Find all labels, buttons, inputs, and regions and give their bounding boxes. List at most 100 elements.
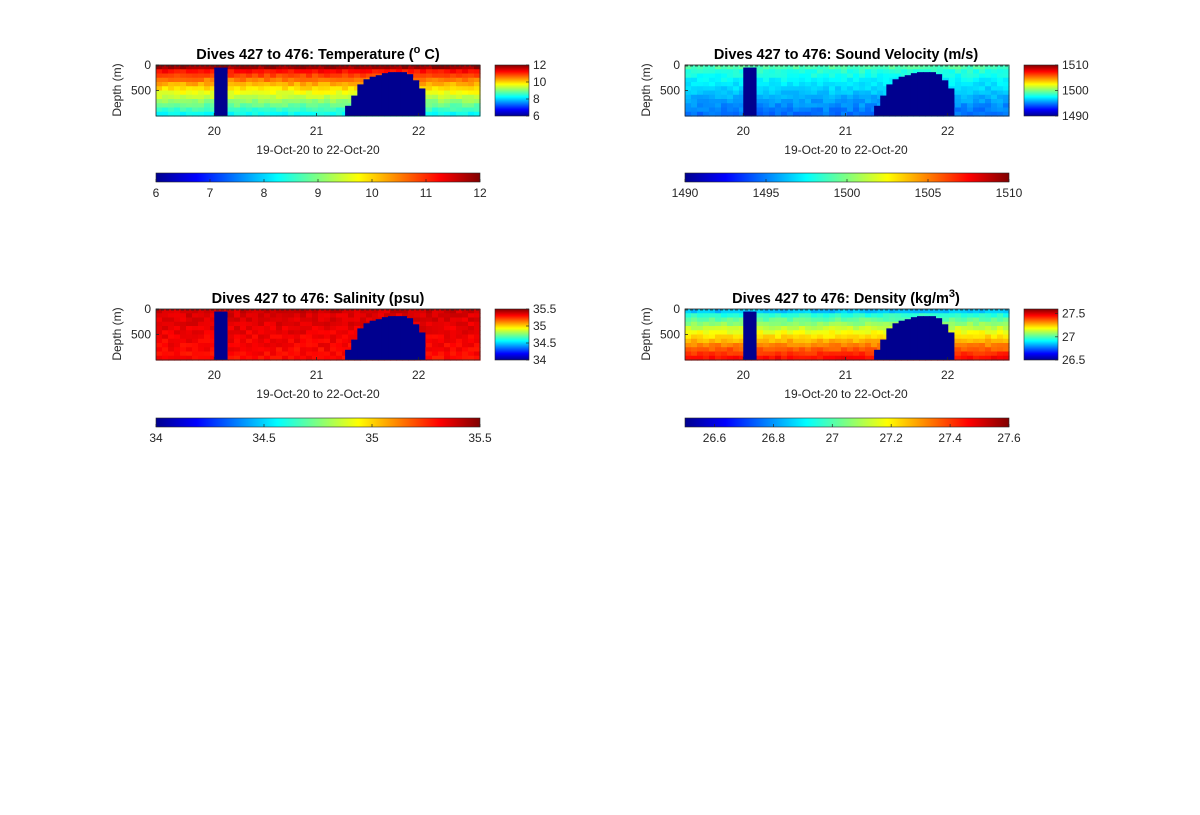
heatmap-cell [288,313,295,319]
heatmap-cell [859,317,866,323]
heatmap-cell [450,107,457,113]
x-axis-label: 19-Oct-20 to 22-Oct-20 [256,387,380,401]
heatmap-cell [835,343,842,348]
heatmap-cell [180,326,187,331]
heatmap-cell [943,317,950,323]
heatmap-cell [871,103,878,109]
heatmap-cell [360,313,367,319]
heatmap-cell [871,326,878,331]
heatmap-cell [318,86,325,92]
heatmap-cell [174,321,181,327]
heatmap-cell [859,355,866,361]
heatmap-cell [432,65,439,70]
heatmap-cell [426,73,433,79]
heatmap-cell [204,330,211,336]
heatmap-cell [444,94,451,100]
heatmap-cell [426,338,433,344]
heatmap-cell [859,343,866,348]
heatmap-cell [715,73,722,79]
heatmap-cell [426,82,433,87]
heatmap-cell [817,326,824,331]
heatmap-cell [342,330,349,336]
heatmap-cell [763,317,770,323]
heatmap-cell [468,107,475,113]
heatmap-cell [781,351,788,357]
colorbar-tick-label: 27 [826,431,840,445]
heatmap-cell [685,77,692,83]
heatmap-cell [312,65,319,70]
heatmap-cell [306,338,313,344]
heatmap-cell [793,334,800,340]
heatmap-cell [919,69,926,75]
heatmap-cell [865,309,872,314]
heatmap-cell [985,326,992,331]
heatmap-cell [234,111,241,117]
colorbar-tick-label: 35.5 [468,431,492,445]
heatmap-cell [474,355,481,361]
heatmap-cell [288,326,295,331]
heatmap-cell [913,69,920,75]
heatmap-cell [775,65,782,70]
heatmap-cell [799,355,806,361]
heatmap-cell [462,103,469,109]
heatmap-cell [282,309,289,314]
heatmap-cell [426,86,433,92]
heatmap-cell [294,77,301,83]
heatmap-cell [685,321,692,327]
heatmap-cell [192,326,199,331]
heatmap-cell [763,343,770,348]
heatmap-cell [775,330,782,336]
heatmap-cell [312,355,319,361]
heatmap-cell [763,103,770,109]
heatmap-cell [462,65,469,70]
heatmap-cell [270,90,277,96]
heatmap-cell [228,69,235,75]
heatmap-cell [955,343,962,348]
heatmap-cell [288,343,295,348]
heatmap-cell [721,65,728,70]
heatmap-cell [246,94,253,100]
heatmap-cell [829,321,836,327]
heatmap-cell [252,355,259,361]
heatmap-cell [240,86,247,92]
heatmap-cell [997,86,1004,92]
heatmap-cell [354,77,361,83]
heatmap-cell [853,334,860,340]
heatmap-cell [847,111,854,117]
heatmap-cell [156,73,163,79]
heatmap-cell [793,317,800,323]
heatmap-cell [811,321,818,327]
heatmap-cell [264,103,271,109]
heatmap-cell [781,347,788,353]
heatmap-cell [246,82,253,87]
heatmap-cell [456,111,463,117]
heatmap-cell [853,86,860,92]
heatmap-cell [817,77,824,83]
heatmap-cell [685,317,692,323]
heatmap-cell [805,330,812,336]
heatmap-cell [817,309,824,314]
x-axis-label: 19-Oct-20 to 22-Oct-20 [784,387,908,401]
heatmap-cell [258,86,265,92]
heatmap-cell [991,103,998,109]
heatmap-cell [432,343,439,348]
heatmap-cell [847,343,854,348]
heatmap-cell [258,90,265,96]
heatmap-cell [763,351,770,357]
heatmap-cell [781,82,788,87]
heatmap-cell [811,313,818,319]
x-tick-label: 20 [208,368,222,382]
heatmap-cell [829,326,836,331]
heatmap-cell [318,69,325,75]
heatmap-cell [180,107,187,113]
heatmap-cell [979,326,986,331]
x-tick-label: 22 [412,368,426,382]
heatmap-cell [204,103,211,109]
heatmap-cell [841,69,848,75]
heatmap-cell [288,317,295,323]
heatmap-cell [967,309,974,314]
colorbar-bottom [684,417,1010,428]
heatmap-cell [961,343,968,348]
heatmap-cell [697,330,704,336]
heatmap-cell [967,103,974,109]
